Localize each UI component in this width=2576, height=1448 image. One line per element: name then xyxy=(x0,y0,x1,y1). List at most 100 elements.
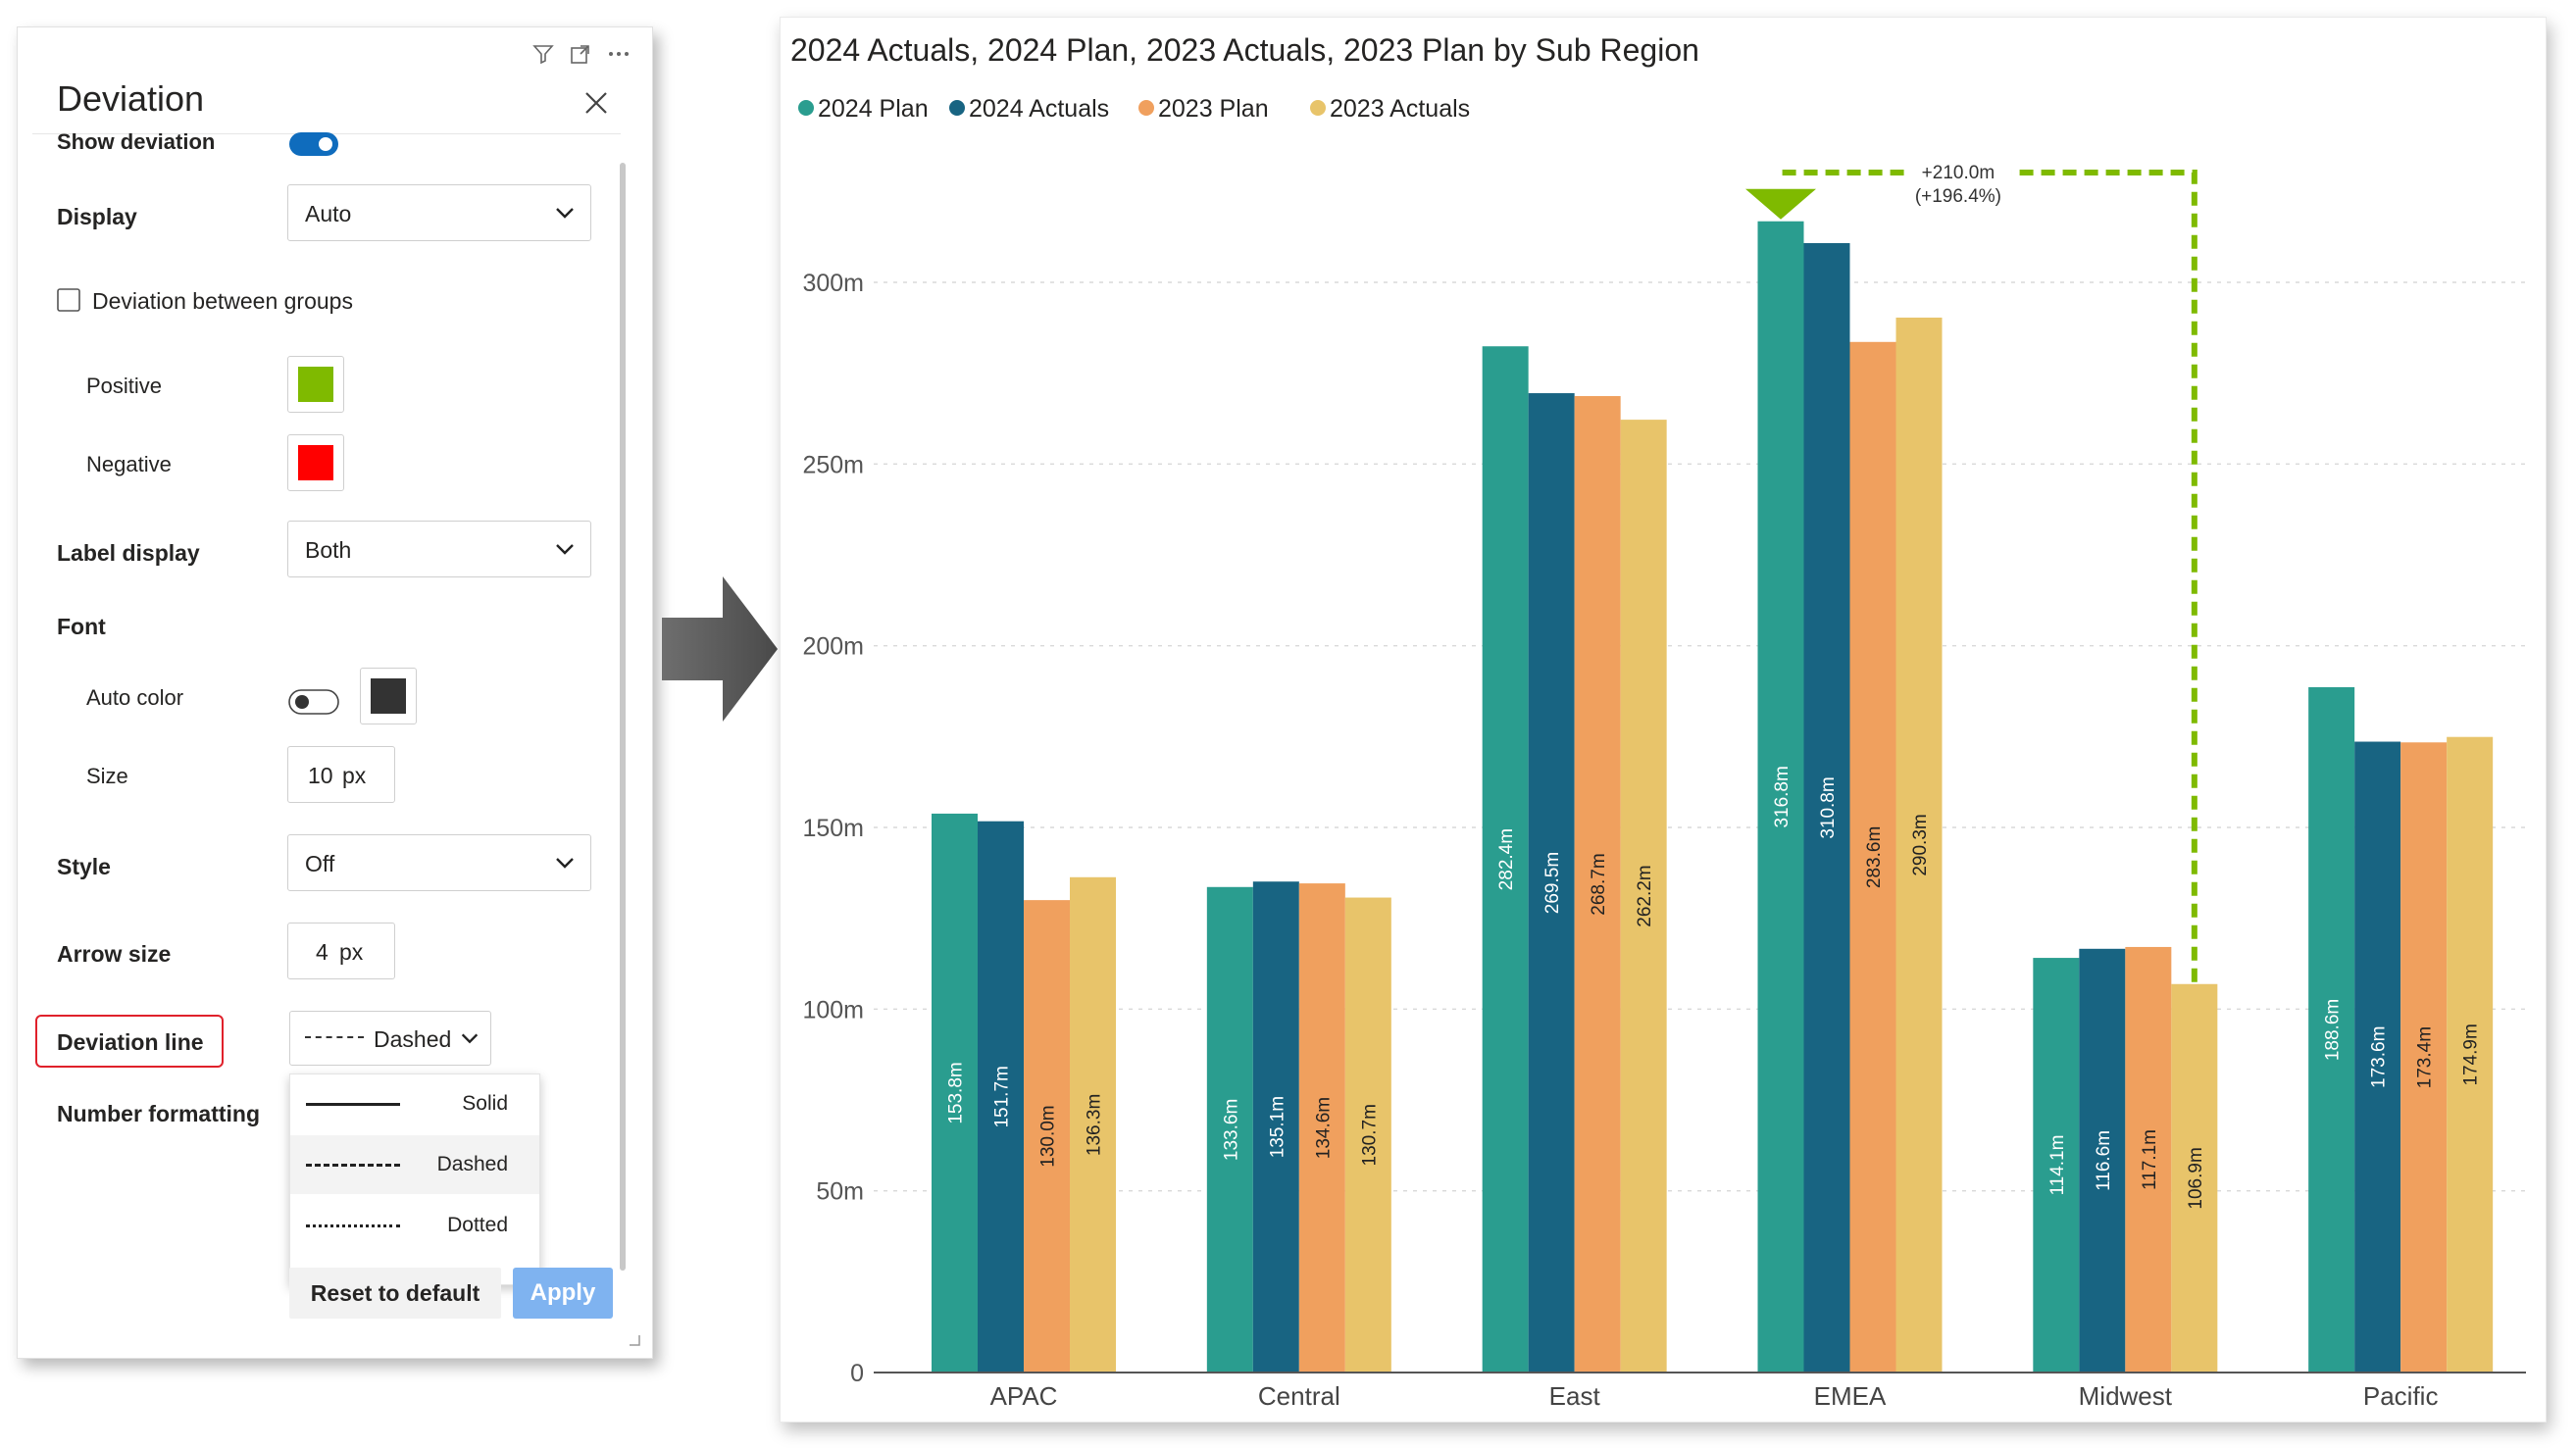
x-tick-label: Pacific xyxy=(2363,1381,2439,1411)
bar[interactable] xyxy=(2354,741,2401,1373)
expand-icon[interactable] xyxy=(570,43,591,65)
resize-handle-icon[interactable] xyxy=(626,1331,641,1347)
panel-title: Deviation xyxy=(57,78,205,119)
dashed-line-preview xyxy=(305,1036,364,1038)
legend-marker xyxy=(1138,100,1154,116)
positive-color-swatch xyxy=(298,367,333,402)
bar[interactable] xyxy=(932,813,978,1373)
deviation-line-label: Deviation line xyxy=(57,1029,204,1055)
x-tick-label: East xyxy=(1549,1381,1601,1411)
bar[interactable] xyxy=(1298,883,1345,1373)
legend-label[interactable]: 2023 Plan xyxy=(1158,95,1269,123)
bar[interactable] xyxy=(1206,886,1253,1373)
bar[interactable] xyxy=(2308,686,2355,1373)
font-color-picker[interactable] xyxy=(360,668,417,724)
bar[interactable] xyxy=(1895,317,1943,1373)
display-select-value: Auto xyxy=(305,201,352,226)
label-display-select[interactable]: Both xyxy=(287,521,591,577)
bar[interactable] xyxy=(1620,420,1667,1373)
y-tick-label: 100m xyxy=(802,996,864,1024)
bar-data-label: 151.7m xyxy=(992,1066,1013,1127)
positive-color-picker[interactable] xyxy=(287,356,344,413)
bar-data-label: 173.6m xyxy=(2369,1026,2390,1088)
apply-button[interactable]: Apply xyxy=(513,1268,613,1319)
line-option-dotted[interactable]: Dotted xyxy=(290,1196,539,1255)
deviation-indicator: +210.0m (+196.4%) xyxy=(1745,157,2197,982)
y-tick-label: 150m xyxy=(802,815,864,842)
bar-data-label: 268.7m xyxy=(1589,853,1609,915)
bar[interactable] xyxy=(2171,983,2218,1373)
bar-data-label: 134.6m xyxy=(1313,1097,1334,1159)
bar-data-label: 188.6m xyxy=(2323,999,2344,1061)
bar[interactable] xyxy=(2400,742,2448,1373)
bar[interactable] xyxy=(1528,393,1575,1373)
more-options-icon[interactable] xyxy=(607,43,631,65)
font-section-label: Font xyxy=(57,614,106,639)
x-tick-label: Midwest xyxy=(2079,1381,2173,1411)
deviation-arrow xyxy=(1745,188,1816,220)
bar[interactable] xyxy=(2447,736,2494,1373)
bar-data-label: 283.6m xyxy=(1864,826,1885,888)
size-input-unit: px xyxy=(342,763,367,788)
solid-line-preview xyxy=(306,1103,400,1106)
bars: 153.8m 151.7m 130.0m 136.3m 133.6m 135.1m 134.… xyxy=(932,221,2494,1373)
negative-color-picker[interactable] xyxy=(287,434,344,491)
bar[interactable] xyxy=(1482,346,1529,1373)
axes: APAC Central East EMEA Midwest Pacific xyxy=(874,1372,2526,1411)
bar-chart: 2024 Actuals, 2024 Plan, 2023 Actuals, 2… xyxy=(790,32,2526,1411)
auto-color-label: Auto color xyxy=(86,685,184,710)
line-option-dashed[interactable]: Dashed xyxy=(290,1135,539,1194)
line-option-solid-label: Solid xyxy=(462,1092,508,1115)
chart-title: 2024 Actuals, 2024 Plan, 2023 Actuals, 2… xyxy=(790,32,1699,68)
display-label: Display xyxy=(57,204,137,229)
legend-label[interactable]: 2024 Plan xyxy=(818,95,929,123)
display-select[interactable]: Auto xyxy=(287,184,591,241)
bar[interactable] xyxy=(2033,958,2080,1373)
gridlines: 0 50m 100m 150m 200m 250m 300m xyxy=(802,270,2526,1387)
line-option-solid[interactable]: Solid xyxy=(290,1074,539,1133)
bar-data-label: 106.9m xyxy=(2186,1147,2206,1209)
bar[interactable] xyxy=(1757,221,1804,1373)
bar-data-label: 269.5m xyxy=(1542,852,1563,914)
bar-data-label: 135.1m xyxy=(1267,1096,1288,1158)
bar-data-label: 173.4m xyxy=(2415,1026,2436,1088)
bar-data-label: 114.1m xyxy=(2047,1135,2068,1196)
bar[interactable] xyxy=(1849,341,1896,1373)
y-tick-label: 50m xyxy=(816,1178,864,1206)
font-color-swatch xyxy=(371,678,406,714)
legend-label[interactable]: 2023 Actuals xyxy=(1330,95,1470,123)
bar[interactable] xyxy=(1344,897,1391,1373)
show-deviation-toggle[interactable] xyxy=(288,131,339,157)
bar[interactable] xyxy=(1024,900,1070,1373)
bar[interactable] xyxy=(2125,946,2172,1373)
deviation-line-select-value: Dashed xyxy=(374,1026,452,1052)
bar[interactable] xyxy=(1574,396,1621,1373)
deviation-between-groups-checkbox[interactable] xyxy=(57,288,80,312)
filter-icon[interactable] xyxy=(532,43,554,65)
arrow-size-input[interactable]: 4 px xyxy=(287,923,395,979)
bar-data-label: 117.1m xyxy=(2140,1129,2160,1190)
auto-color-toggle[interactable] xyxy=(288,689,339,715)
bar-data-label: 316.8m xyxy=(1772,766,1793,827)
bar[interactable] xyxy=(1252,881,1299,1373)
y-tick-label: 300m xyxy=(802,270,864,297)
deviation-between-groups-label: Deviation between groups xyxy=(92,288,353,314)
close-icon[interactable] xyxy=(581,88,611,118)
bar-data-label: 136.3m xyxy=(1085,1094,1105,1156)
size-label: Size xyxy=(86,764,128,788)
reset-to-default-button[interactable]: Reset to default xyxy=(289,1268,501,1319)
negative-color-swatch xyxy=(298,445,333,480)
negative-label: Negative xyxy=(86,452,172,476)
bar[interactable] xyxy=(1070,876,1116,1373)
size-input[interactable]: 10 px xyxy=(287,746,395,803)
style-select[interactable]: Off xyxy=(287,834,591,891)
scrollbar-thumb[interactable] xyxy=(620,163,626,1271)
bar[interactable] xyxy=(2079,948,2126,1373)
bar[interactable] xyxy=(978,821,1024,1373)
chevron-down-icon xyxy=(556,858,574,869)
legend-label[interactable]: 2024 Actuals xyxy=(969,95,1109,123)
deviation-settings-panel: Deviation Show deviation Display Auto De… xyxy=(17,26,653,1359)
bar[interactable] xyxy=(1803,242,1850,1373)
legend-marker xyxy=(798,100,814,116)
deviation-line-select[interactable]: Dashed xyxy=(289,1011,491,1066)
